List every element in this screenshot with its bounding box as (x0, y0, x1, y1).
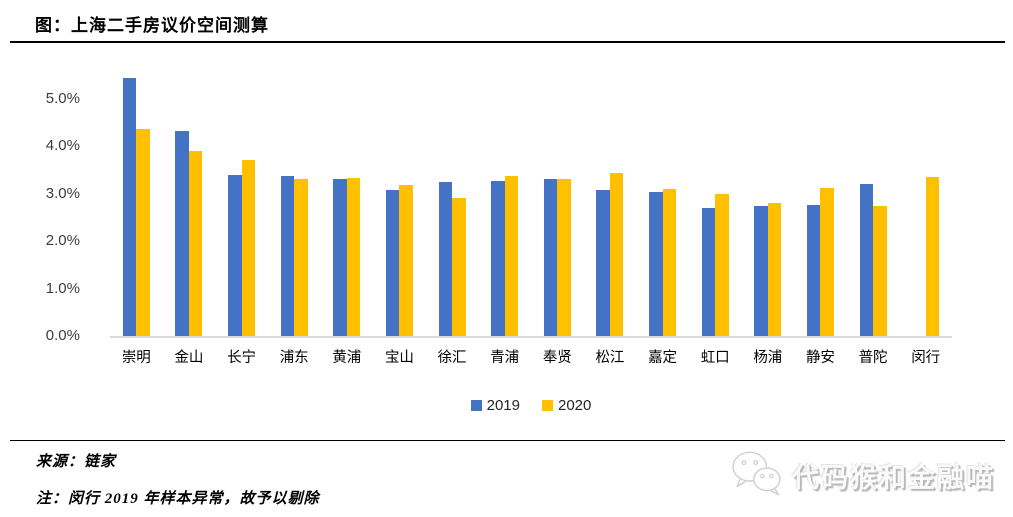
chart-legend: 2019 2020 (110, 397, 952, 414)
category-group (899, 75, 952, 336)
footnote: 注：闵行 2019 年样本异常，故予以剔除 (36, 491, 320, 507)
bar-2020 (609, 173, 624, 336)
bar-2019 (596, 189, 610, 336)
bar-2019 (543, 178, 558, 336)
y-tick-label: 2.0% (45, 232, 80, 250)
bar-2020 (399, 184, 413, 336)
x-axis: 崇明 金山 长宁 浦东 黄浦 宝山 徐汇 青浦 奉贤 松江 嘉定 虹口 杨浦 静安 普陀 闵行 (110, 346, 952, 367)
x-axis-label: 长宁 (227, 350, 257, 366)
bar-2020 (662, 188, 677, 336)
bar-2019 (122, 77, 137, 336)
y-tick-label: 0.0% (45, 327, 80, 344)
bar-2020 (715, 194, 729, 336)
bar-2019 (438, 181, 453, 336)
bar-2020 (873, 206, 887, 336)
bar-2019 (228, 174, 242, 336)
category-group (321, 75, 374, 336)
x-axis-label: 嘉定 (648, 350, 678, 366)
category-group (794, 75, 847, 336)
x-axis-label: 金山 (174, 350, 204, 366)
plot-area (110, 75, 952, 338)
legend-label: 2020 (558, 397, 592, 414)
bar-2020 (241, 159, 256, 336)
legend-swatch (542, 400, 553, 411)
x-axis-label: 崇明 (121, 350, 151, 366)
bar-2020 (504, 175, 519, 336)
category-group (531, 75, 584, 336)
category-group (742, 75, 795, 336)
x-axis-label: 静安 (805, 350, 835, 366)
bar-2020 (188, 151, 203, 336)
legend-label: 2019 (486, 397, 520, 414)
bar-2019 (333, 178, 347, 336)
bar-2019 (649, 191, 663, 336)
category-group (268, 75, 321, 336)
x-axis-label: 黄浦 (332, 350, 362, 366)
category-group (689, 75, 742, 336)
bar-2020 (136, 128, 150, 336)
category-group (215, 75, 268, 336)
bar-2019 (280, 175, 295, 336)
x-axis-label: 徐汇 (437, 350, 467, 366)
bar-2019 (385, 190, 400, 336)
x-axis-label: 宝山 (384, 350, 414, 366)
bar-2020 (294, 178, 308, 336)
x-axis-label: 浦东 (279, 350, 309, 366)
bar-2019 (754, 205, 768, 336)
footer-divider (10, 440, 1005, 441)
chart-title: 图：上海二手房议价空间测算 (35, 16, 269, 35)
category-group (373, 75, 426, 336)
bar-2020 (346, 177, 361, 336)
bar-2019 (806, 205, 821, 336)
source-note: 来源：链家 (36, 454, 117, 470)
watermark: 代码猴和金融喵 (730, 449, 995, 502)
category-group (110, 75, 163, 336)
bar-2019 (701, 208, 716, 336)
watermark-label: 代码猴和金融喵 (792, 463, 995, 493)
wechat-icon (730, 449, 784, 502)
category-group (478, 75, 531, 336)
bar-2020 (767, 202, 782, 336)
bar-2020 (557, 178, 571, 336)
y-axis: 0.0% 1.0% 2.0% 3.0% 4.0% 5.0% (0, 75, 80, 344)
category-group (584, 75, 637, 336)
bar-2019 (175, 130, 189, 336)
legend-swatch (470, 400, 482, 411)
x-axis-label: 虹口 (700, 350, 730, 366)
category-group (847, 75, 900, 336)
y-tick-label: 4.0% (45, 137, 80, 155)
category-group (426, 75, 479, 336)
title-divider (10, 41, 1005, 43)
bar-2020 (820, 188, 834, 336)
x-axis-label: 青浦 (490, 350, 520, 366)
category-group (163, 75, 216, 336)
x-axis-label: 奉贤 (542, 350, 572, 366)
y-tick-label: 3.0% (45, 184, 80, 202)
category-group (636, 75, 689, 336)
bar-2020 (452, 198, 466, 336)
y-tick-label: 5.0% (45, 89, 80, 107)
legend-item-2020: 2020 (542, 397, 591, 414)
x-axis-label: 普陀 (858, 350, 888, 366)
x-axis-label: 松江 (595, 350, 625, 366)
bar-2019 (859, 184, 874, 336)
legend-item-2019: 2019 (470, 397, 520, 414)
x-axis-label: 杨浦 (753, 350, 783, 366)
y-tick-label: 1.0% (45, 279, 80, 297)
bar-2019 (491, 180, 505, 336)
bar-2020 (925, 177, 940, 336)
x-axis-label: 闵行 (911, 350, 941, 366)
